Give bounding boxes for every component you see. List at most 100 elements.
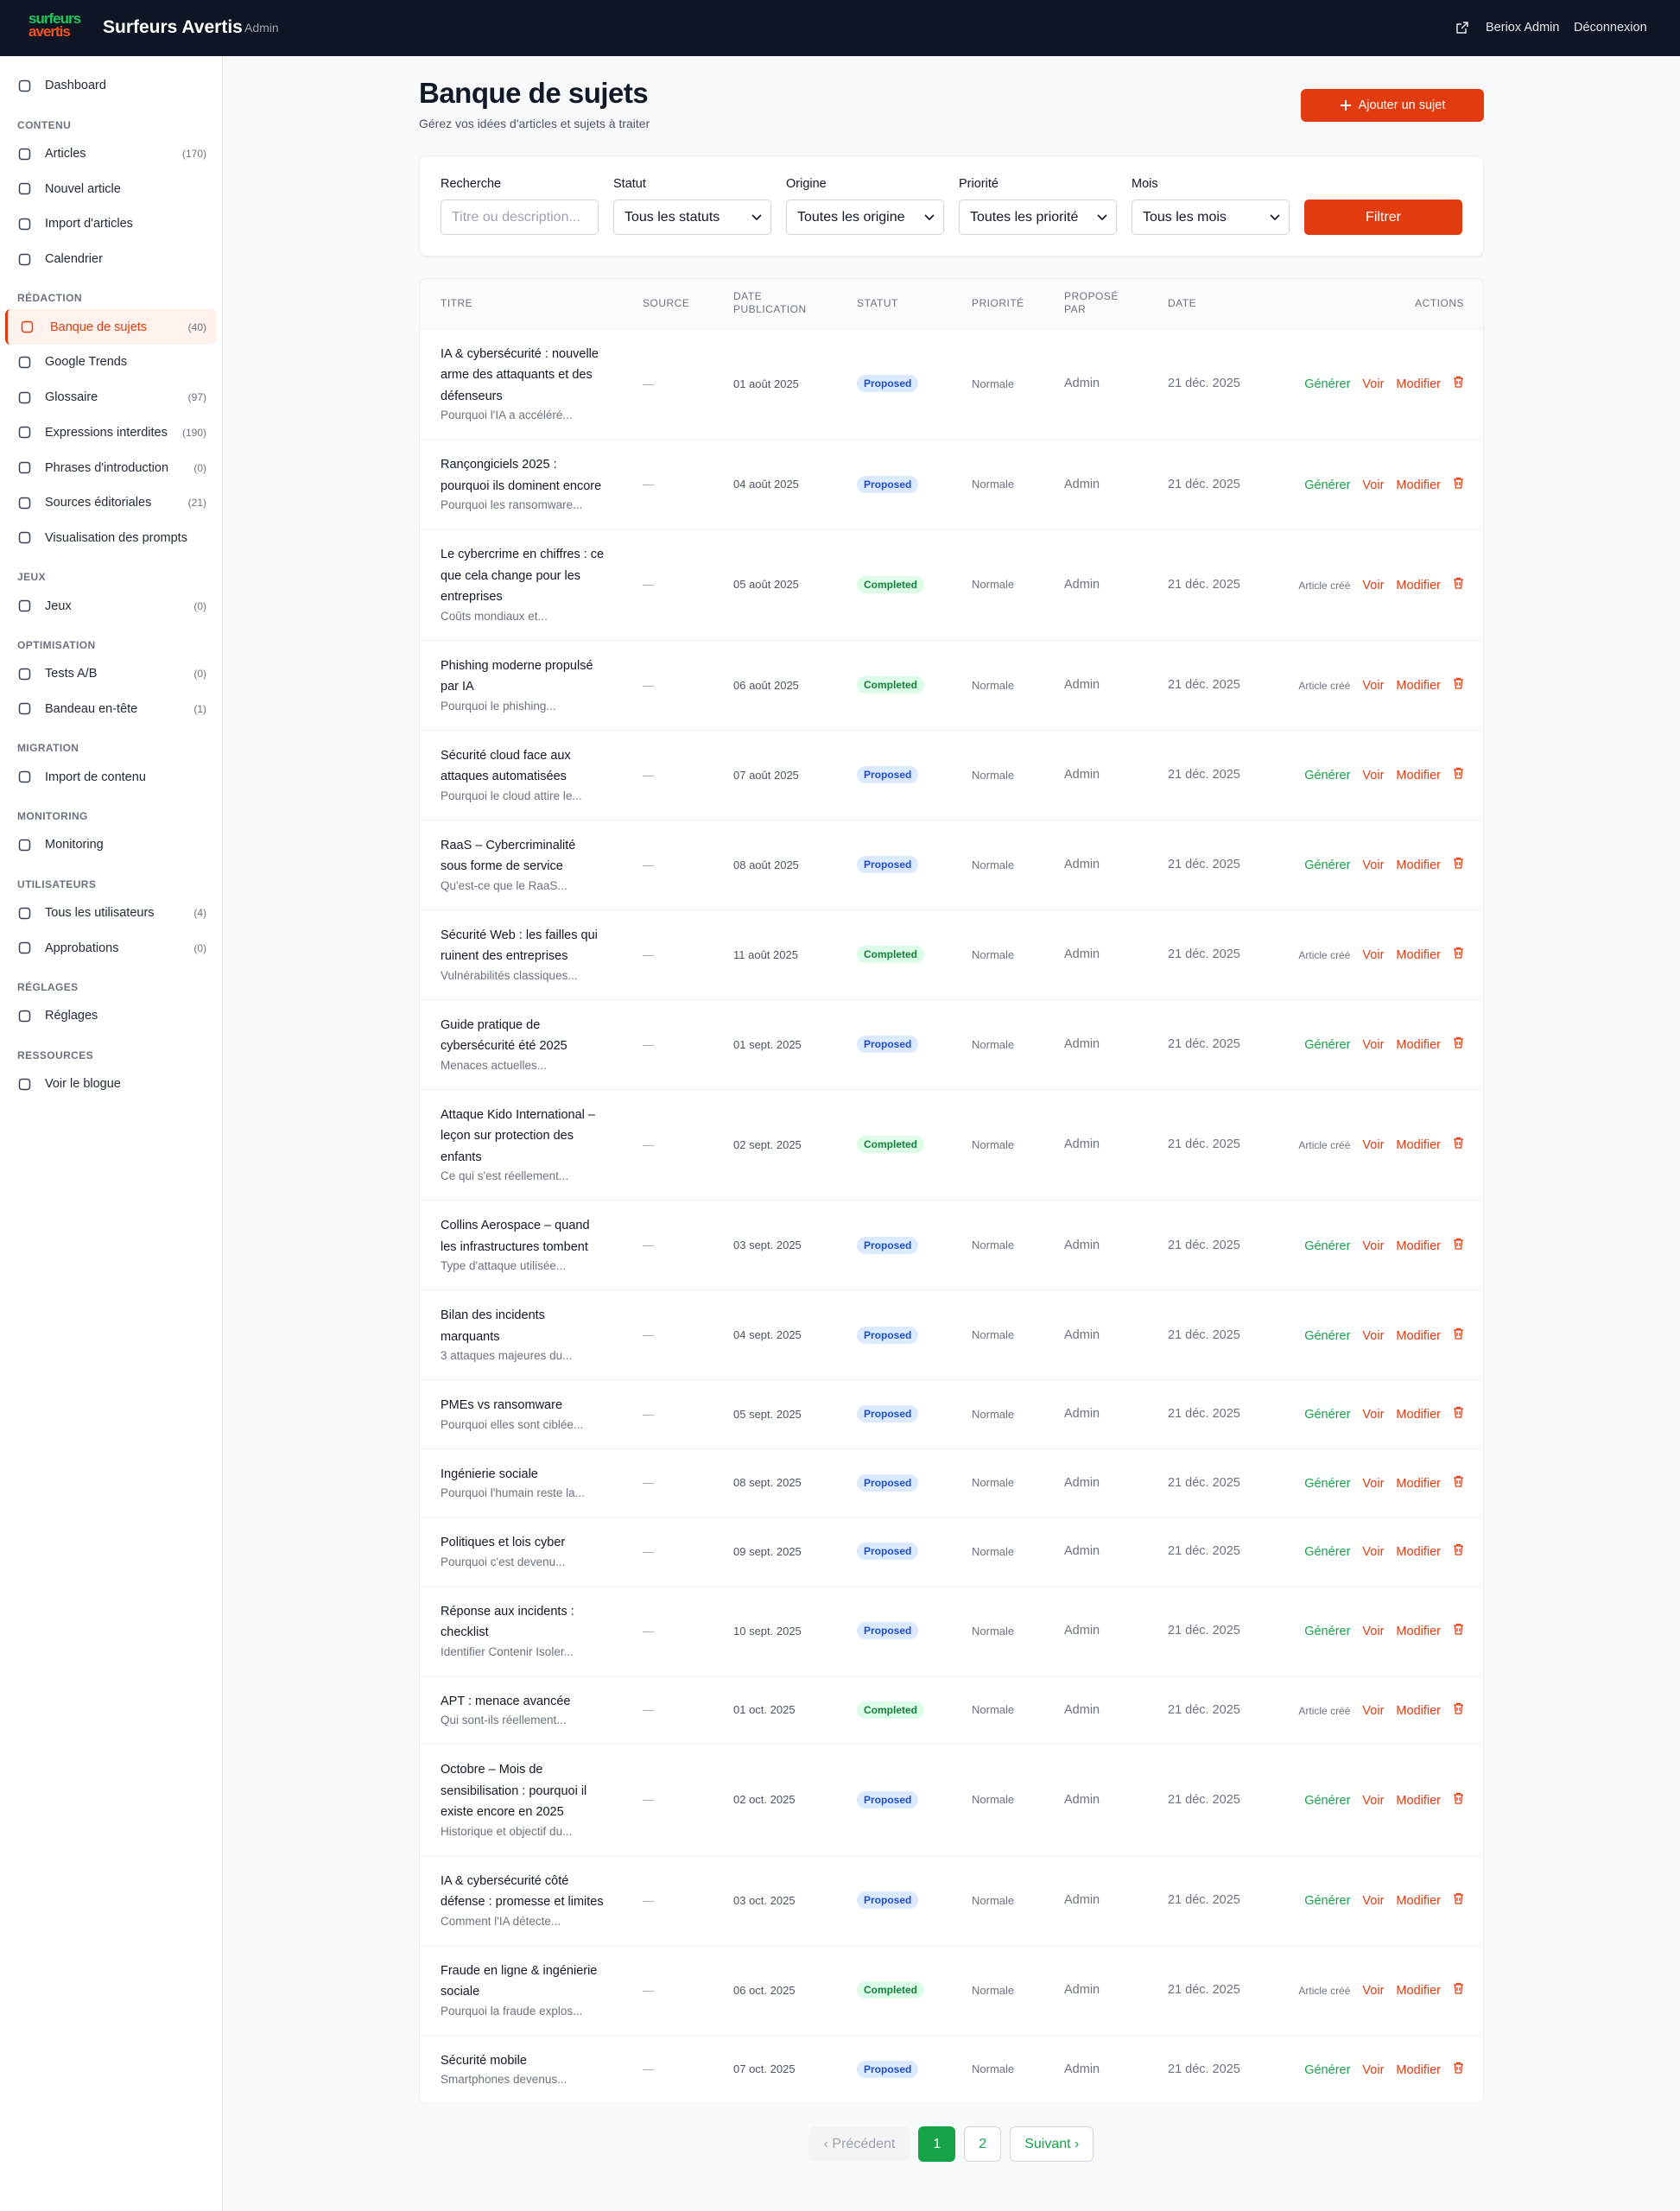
nav-item[interactable]: Visualisation des prompts: [5, 521, 217, 556]
action[interactable]: Voir: [1362, 478, 1385, 492]
action[interactable]: Générer: [1304, 1328, 1351, 1343]
delete[interactable]: [1453, 1475, 1464, 1490]
action[interactable]: Voir: [1362, 769, 1385, 782]
action[interactable]: Modifier: [1396, 1545, 1441, 1560]
delete[interactable]: [1453, 857, 1464, 871]
delete[interactable]: [1453, 1238, 1464, 1252]
delete[interactable]: [1453, 1407, 1464, 1421]
nav-item[interactable]: Banque de sujets (40): [5, 309, 217, 345]
action[interactable]: Voir: [1362, 2062, 1385, 2077]
action[interactable]: Voir: [1362, 1038, 1385, 1052]
action[interactable]: Voir: [1362, 1894, 1385, 1908]
action[interactable]: Modifier: [1396, 2062, 1441, 2077]
action[interactable]: Générer: [1304, 1038, 1351, 1052]
action[interactable]: Voir: [1362, 1984, 1385, 1998]
delete[interactable]: [1453, 1327, 1464, 1342]
logout[interactable]: Déconnexion: [1574, 21, 1647, 35]
action[interactable]: Modifier: [1396, 1408, 1441, 1422]
delete[interactable]: [1453, 377, 1464, 390]
select[interactable]: Tous les mois: [1132, 200, 1290, 235]
action[interactable]: Générer: [1304, 858, 1351, 872]
add-button[interactable]: Ajouter un sujet: [1301, 89, 1484, 122]
prev-page[interactable]: ‹ Précédent: [808, 2126, 910, 2162]
nav-item[interactable]: Dashboard: [5, 68, 217, 104]
delete[interactable]: [1453, 1702, 1464, 1717]
select[interactable]: Tous les statuts: [613, 200, 771, 235]
action[interactable]: Générer: [1304, 1239, 1351, 1253]
action[interactable]: Voir: [1362, 679, 1385, 693]
nav-item[interactable]: Google Trends: [5, 345, 217, 380]
action[interactable]: Article créé: [1298, 1985, 1351, 1997]
action[interactable]: Voir: [1362, 948, 1385, 962]
nav-item[interactable]: Nouvel article: [5, 171, 217, 206]
action[interactable]: Modifier: [1396, 948, 1441, 962]
action[interactable]: Modifier: [1396, 1793, 1441, 1808]
action[interactable]: Modifier: [1396, 578, 1441, 592]
action[interactable]: Modifier: [1396, 1239, 1441, 1253]
action[interactable]: Voir: [1362, 858, 1385, 872]
delete[interactable]: [1453, 1036, 1464, 1051]
delete[interactable]: [1453, 677, 1464, 692]
action[interactable]: Modifier: [1396, 1625, 1441, 1638]
nav-item[interactable]: Calendrier: [5, 242, 217, 277]
nav-item[interactable]: Phrases d'introduction (0): [5, 450, 217, 485]
delete[interactable]: [1453, 477, 1464, 491]
action[interactable]: Générer: [1304, 1408, 1351, 1422]
action[interactable]: Générer: [1304, 1793, 1351, 1808]
action[interactable]: Voir: [1362, 1328, 1385, 1343]
action[interactable]: Modifier: [1396, 1894, 1441, 1908]
nav-item[interactable]: Bandeau en-tête (1): [5, 692, 217, 727]
action[interactable]: Modifier: [1396, 478, 1441, 492]
user-name[interactable]: Beriox Admin: [1486, 21, 1560, 35]
nav-item[interactable]: Expressions interdites (190): [5, 415, 217, 451]
delete[interactable]: [1453, 1544, 1464, 1558]
filter-button[interactable]: Filtrer: [1304, 200, 1462, 235]
action[interactable]: Modifier: [1396, 1984, 1441, 1998]
nav-item[interactable]: Monitoring: [5, 827, 217, 863]
search-input[interactable]: Titre ou description...: [441, 200, 599, 235]
delete[interactable]: [1453, 1892, 1464, 1907]
page-number[interactable]: 1: [918, 2126, 956, 2162]
action[interactable]: Générer: [1304, 1625, 1351, 1638]
action[interactable]: Générer: [1304, 1894, 1351, 1908]
delete[interactable]: [1453, 1137, 1464, 1151]
action[interactable]: Générer: [1304, 2062, 1351, 2077]
nav-item[interactable]: Approbations (0): [5, 930, 217, 966]
action[interactable]: Modifier: [1396, 1476, 1441, 1491]
nav-item[interactable]: Tous les utilisateurs (4): [5, 896, 217, 931]
delete[interactable]: [1453, 577, 1464, 592]
action[interactable]: Voir: [1362, 1408, 1385, 1422]
nav-item[interactable]: Tests A/B (0): [5, 656, 217, 692]
nav-item[interactable]: Voir le blogue: [5, 1067, 217, 1102]
delete[interactable]: [1453, 1792, 1464, 1807]
action[interactable]: Générer: [1304, 1476, 1351, 1491]
delete[interactable]: [1453, 947, 1464, 961]
action[interactable]: Modifier: [1396, 1138, 1441, 1153]
action[interactable]: Modifier: [1396, 377, 1441, 392]
nav-item[interactable]: Sources éditoriales (21): [5, 485, 217, 521]
action[interactable]: Article créé: [1298, 1704, 1351, 1717]
action[interactable]: Voir: [1362, 1703, 1385, 1718]
page-number[interactable]: 2: [964, 2126, 1002, 2162]
delete[interactable]: [1453, 1982, 1464, 1997]
action[interactable]: Générer: [1304, 478, 1351, 492]
action[interactable]: Générer: [1304, 377, 1351, 392]
delete[interactable]: [1453, 767, 1464, 782]
action[interactable]: Modifier: [1396, 679, 1441, 693]
brand[interactable]: Surfeurs Avertis: [103, 17, 243, 37]
next-page[interactable]: Suivant ›: [1010, 2126, 1094, 2162]
action[interactable]: Générer: [1304, 1545, 1351, 1560]
nav-item[interactable]: Jeux (0): [5, 588, 217, 624]
action[interactable]: Générer: [1304, 769, 1351, 782]
delete[interactable]: [1453, 1623, 1464, 1638]
nav-item[interactable]: Import de contenu: [5, 759, 217, 795]
external-icon[interactable]: [1455, 21, 1469, 35]
action[interactable]: Voir: [1362, 578, 1385, 592]
action[interactable]: Voir: [1362, 1138, 1385, 1153]
nav-item[interactable]: Import d'articles: [5, 206, 217, 242]
action[interactable]: Modifier: [1396, 1328, 1441, 1343]
action[interactable]: Voir: [1362, 1476, 1385, 1491]
action[interactable]: Article créé: [1298, 680, 1351, 692]
action[interactable]: Voir: [1362, 1625, 1385, 1638]
nav-item[interactable]: Articles (170): [5, 136, 217, 172]
